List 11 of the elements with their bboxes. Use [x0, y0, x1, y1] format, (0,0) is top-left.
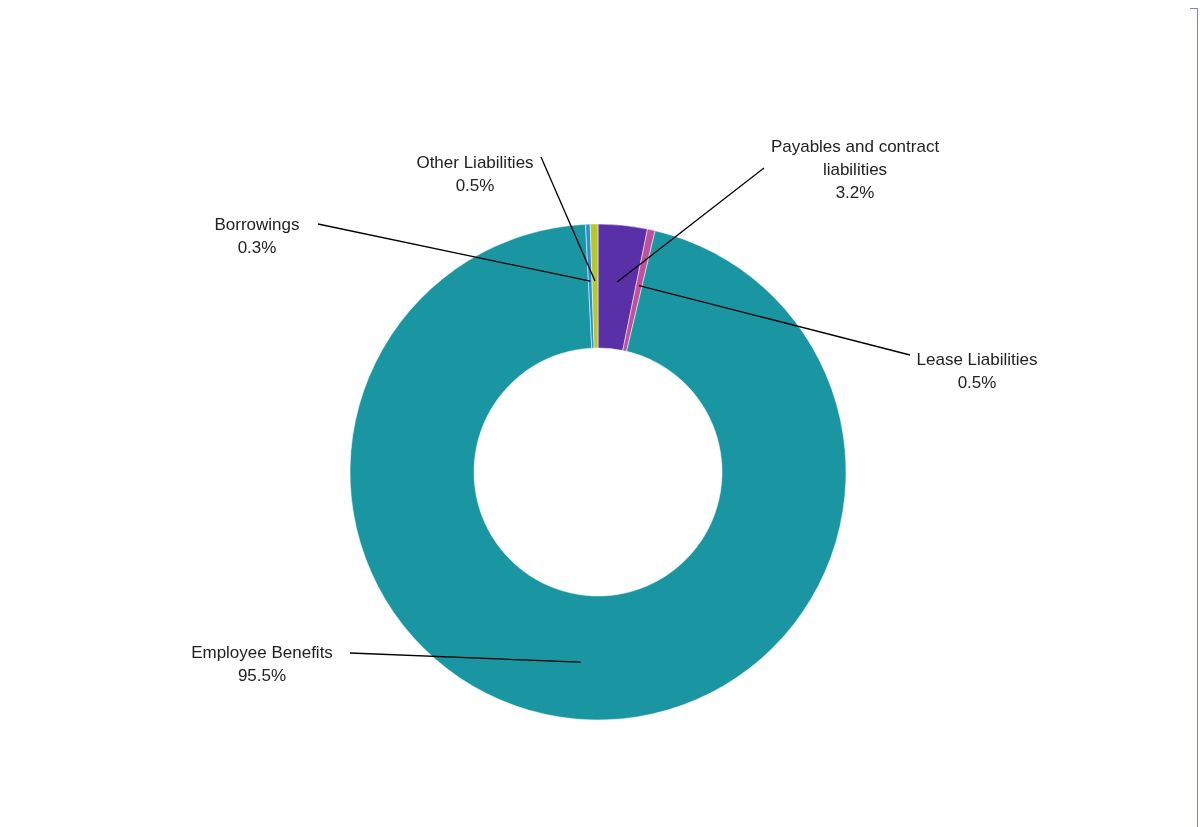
donut-slice [349, 224, 846, 721]
data-label: 3.2% [835, 183, 875, 202]
slice-label: Lease Liabilities [916, 350, 1038, 369]
data-label: 95.5% [237, 666, 287, 685]
slice-label: Other Liabilities [416, 153, 534, 172]
slice-label: Borrowings [214, 215, 300, 234]
slice-label: Payables and contract liabilities [770, 137, 940, 179]
data-label: 0.3% [237, 238, 277, 257]
slice-label: Employee Benefits [191, 643, 333, 662]
data-label: 0.5% [957, 373, 997, 392]
data-label: 0.5% [455, 176, 495, 195]
